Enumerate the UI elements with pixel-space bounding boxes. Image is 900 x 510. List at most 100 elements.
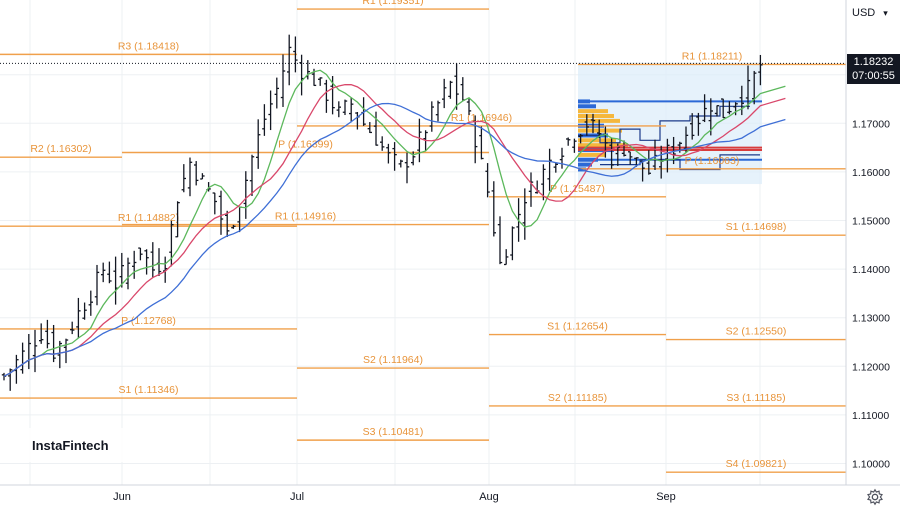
moving-average-medium	[3, 83, 786, 377]
ohlc-bar	[76, 297, 81, 339]
ohlc-bar	[528, 172, 534, 207]
ohlc-bar	[287, 34, 292, 86]
ohlc-bar	[280, 54, 286, 107]
ohlc-bar	[119, 252, 124, 288]
ohlc-bar	[727, 101, 732, 115]
ohlc-bar	[336, 101, 341, 118]
price-axis-tick: 1.15000	[852, 216, 890, 228]
brand-logo-text: InstaFintech	[32, 437, 109, 453]
ohlc-bar	[646, 150, 651, 175]
ohlc-bar	[547, 148, 552, 191]
ohlc-bar	[367, 122, 372, 134]
ohlc-bar	[175, 201, 180, 238]
ohlc-bar	[181, 164, 186, 193]
ohlc-bar	[20, 342, 25, 374]
ohlc-bar	[249, 154, 255, 197]
pivot-label: R2 (1.16302)	[30, 143, 91, 155]
price-axis-tick: 1.12000	[852, 361, 890, 373]
ohlc-bar	[101, 262, 106, 283]
ohlc-bar	[256, 119, 261, 169]
pivot-label: R1 (1.14916)	[275, 211, 336, 223]
pivot-label: S3 (1.10481)	[363, 426, 424, 438]
ohlc-bar	[94, 264, 100, 306]
ohlc-bar	[690, 113, 695, 140]
ohlc-bar	[349, 97, 354, 123]
ohlc-bar	[584, 114, 589, 136]
ohlc-bar	[572, 138, 577, 153]
gear-icon[interactable]	[866, 488, 884, 506]
ohlc-bar	[132, 250, 137, 279]
ohlc-bar	[578, 133, 583, 144]
ohlc-bar	[739, 85, 744, 116]
time-axis-tick: Sep	[656, 491, 676, 503]
ohlc-bar	[714, 105, 720, 117]
ohlc-bar	[733, 102, 738, 116]
ohlc-bar	[466, 97, 472, 116]
pivot-label: S1 (1.14698)	[726, 221, 787, 233]
ohlc-bar	[398, 159, 403, 168]
ohlc-bar	[373, 111, 379, 146]
ohlc-bar	[665, 138, 670, 173]
brand-logo: InstaFintech	[26, 428, 138, 462]
ohlc-bar	[386, 143, 391, 164]
current-price-tag: 1.18232 07:00:55	[847, 54, 900, 84]
ohlc-bar	[39, 323, 44, 344]
ohlc-bar	[683, 126, 689, 153]
ohlc-bar	[510, 226, 515, 261]
time-axis: Jun Jul Aug Sep	[0, 484, 900, 510]
ohlc-bar	[268, 90, 273, 131]
pivot-label: R1 (1.18211)	[682, 50, 743, 62]
ohlc-bar	[411, 151, 416, 166]
ohlc-bar	[497, 216, 503, 265]
ohlc-bar	[758, 54, 763, 86]
ohlc-bar	[82, 302, 87, 320]
ohlc-bar	[745, 65, 751, 110]
pivot-label: R1 (1.16946)	[451, 112, 512, 124]
ohlc-bar	[318, 77, 323, 86]
volume-profile-bar	[578, 109, 608, 114]
volume-profile-bar	[578, 138, 616, 143]
ohlc-bar	[404, 152, 410, 184]
ohlc-bar	[237, 206, 242, 233]
pivot-label: S2 (1.11185)	[548, 392, 607, 404]
volume-profile-bar	[578, 104, 596, 109]
pivot-label: P (1.12768)	[121, 315, 176, 327]
price-axis-tick: 1.13000	[852, 313, 890, 325]
ohlc-bar	[615, 143, 620, 166]
ohlc-bar	[274, 77, 279, 109]
ohlc-bar	[721, 98, 726, 119]
ohlc-bar	[225, 210, 230, 237]
ohlc-bar	[442, 78, 447, 109]
price-axis-tick: 1.14000	[852, 264, 890, 276]
ohlc-bar	[57, 340, 62, 369]
ohlc-bar	[70, 321, 75, 335]
ohlc-bar	[113, 256, 118, 305]
time-axis-tick: Aug	[479, 491, 499, 503]
pivot-label: S2 (1.12550)	[726, 326, 787, 338]
volume-profile-bar	[578, 143, 628, 148]
moving-average-fast	[3, 69, 786, 377]
volume-profile-bar	[578, 114, 614, 119]
pivot-levels: R1 (1.19351) R3 (1.18418) R2 (1.16302) R1 (…	[0, 0, 846, 473]
ohlc-bar	[342, 99, 348, 116]
ohlc-bar	[553, 162, 558, 173]
ohlc-bar	[621, 140, 627, 157]
ohlc-bar	[504, 249, 509, 266]
ohlc-bar	[609, 138, 614, 169]
ohlc-bar	[355, 112, 360, 130]
ohlc-bar	[590, 113, 596, 134]
ohlc-bar	[45, 319, 50, 349]
price-axis-tick: 1.17000	[852, 118, 890, 130]
pivot-label: R1 (1.14882)	[118, 212, 179, 224]
pivot-label: P (1.16399)	[278, 139, 333, 151]
ohlc-bar	[392, 142, 397, 171]
ohlc-bar	[324, 79, 329, 113]
ohlc-bar	[566, 137, 571, 146]
ohlc-bar	[417, 118, 422, 163]
currency-selector[interactable]: USD ▾	[848, 2, 894, 24]
volume-profile-step-line	[578, 105, 750, 144]
ohlc-bar	[541, 164, 546, 201]
ohlc-bar	[448, 80, 453, 99]
ohlc-bar	[640, 160, 645, 182]
ohlc-bar	[187, 157, 193, 197]
